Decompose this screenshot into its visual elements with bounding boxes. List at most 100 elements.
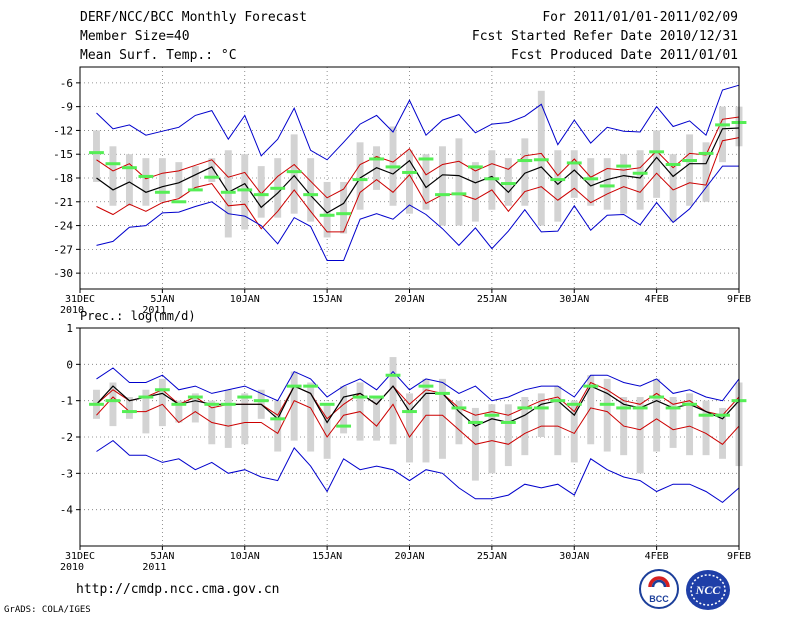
observation-marker [220, 190, 236, 194]
ensemble-range-bar [208, 158, 216, 182]
observation-marker [204, 175, 220, 179]
observation-marker [286, 384, 302, 388]
series-line-lower [96, 396, 740, 445]
ensemble-range-bar [389, 357, 397, 445]
x-tick-label: 31DEC [65, 551, 95, 562]
y-tick-label: -6 [60, 77, 73, 90]
ensemble-range-bar [554, 150, 562, 222]
ensemble-range-bar [719, 106, 726, 163]
x-tick-label: 5JAN [150, 294, 174, 305]
observation-marker [352, 395, 368, 399]
observation-marker [89, 151, 104, 155]
ensemble-range-bar [340, 181, 348, 234]
ensemble-range-bar [719, 407, 726, 459]
figure-title: DERF/NCC/BCC Monthly Forecast [80, 10, 307, 25]
observation-marker [467, 165, 483, 169]
ensemble-range-bar [636, 397, 644, 474]
observation-marker [715, 413, 730, 417]
observation-marker [418, 157, 434, 161]
observation-marker [138, 174, 154, 178]
observation-marker [566, 161, 582, 165]
ensemble-range-bar [142, 158, 150, 206]
observation-marker [665, 406, 681, 410]
series-line-upper [96, 116, 740, 199]
ensemble-range-bar [504, 404, 512, 467]
observation-marker [715, 123, 730, 127]
ensemble-range-bar [274, 400, 282, 452]
ensemble-range-bar [257, 166, 265, 218]
series-line-mean [96, 127, 740, 214]
ensemble-range-bar [290, 134, 298, 214]
y-tick-label: -27 [53, 243, 73, 256]
observation-marker [632, 406, 648, 410]
observation-marker [385, 373, 401, 377]
ensemble-range-bar [175, 400, 183, 423]
ensemble-range-bar [191, 166, 199, 190]
observation-marker [583, 384, 599, 388]
bcc-logo-text: BCC [649, 594, 669, 604]
observation-marker [665, 163, 681, 167]
ensemble-range-bar [471, 162, 479, 222]
member-size: Member Size=40 [80, 29, 190, 44]
observation-marker [517, 406, 533, 410]
observation-marker [566, 402, 582, 406]
observation-marker [484, 413, 500, 417]
y-tick-label: -3 [60, 467, 73, 480]
observation-marker [204, 402, 220, 406]
ensemble-range-bar [669, 154, 677, 222]
x-tick-label: 25JAN [477, 294, 507, 305]
y-tick-label: -1 [60, 395, 73, 408]
observation-marker [698, 413, 714, 417]
ensemble-range-bar [438, 146, 446, 226]
ensemble-range-bar [636, 150, 644, 210]
observation-marker [500, 182, 516, 186]
x-tick-label: 9FEB [727, 294, 751, 305]
ensemble-range-bar [521, 397, 529, 456]
x-tick-label: 30JAN [559, 551, 589, 562]
series-line-max [96, 84, 740, 161]
observation-marker [171, 200, 187, 204]
observation-marker [138, 395, 154, 399]
observation-marker [105, 399, 121, 403]
x-tick-year-label: 2010 [60, 305, 84, 316]
observation-marker [616, 164, 632, 168]
ensemble-range-bar [406, 393, 413, 463]
x-tick-label: 30JAN [559, 294, 589, 305]
website-link[interactable]: http://cmdp.ncc.cma.gov.cn [76, 582, 280, 597]
series-line-min [96, 165, 739, 261]
ncc-logo: NCC [686, 570, 730, 610]
ensemble-range-bar [521, 138, 529, 206]
observation-marker [171, 402, 187, 406]
ensemble-range-bar [307, 382, 315, 452]
ensemble-range-bar [603, 158, 611, 210]
ensemble-range-bar [175, 162, 183, 198]
ensemble-range-bar [587, 375, 595, 445]
observation-marker [616, 406, 632, 410]
observation-marker [435, 193, 450, 197]
x-tick-label: 31DEC [65, 294, 95, 305]
observation-marker [599, 402, 615, 406]
observation-marker [467, 420, 483, 424]
ensemble-range-bar [554, 386, 562, 456]
ensemble-range-bar [224, 150, 232, 238]
observation-marker [599, 184, 615, 188]
ensemble-range-bar [373, 397, 381, 441]
observation-marker [105, 162, 121, 166]
observation-marker [270, 417, 286, 421]
observation-marker [187, 395, 203, 399]
observation-marker [253, 399, 269, 403]
ensemble-range-bar [125, 397, 133, 419]
surface-temperature-panel: -6-9-12-15-18-21-24-27-3031DEC20105JAN20… [53, 66, 751, 316]
ncc-logo-disc [686, 570, 730, 610]
observation-marker [336, 212, 352, 216]
x-tick-label: 4FEB [645, 551, 669, 562]
ensemble-range-bar [93, 130, 100, 182]
observation-marker [698, 151, 714, 155]
ensemble-range-bar [537, 90, 545, 226]
x-tick-label: 5JAN [150, 551, 174, 562]
x-tick-label: 25JAN [477, 551, 507, 562]
bcc-logo-arc-blue [651, 579, 667, 588]
observation-marker [369, 395, 384, 399]
ensemble-range-bar [125, 154, 133, 206]
